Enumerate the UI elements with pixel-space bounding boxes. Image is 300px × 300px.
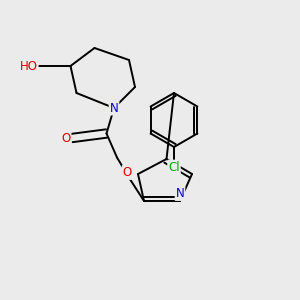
- Text: HO: HO: [20, 59, 38, 73]
- Text: N: N: [110, 101, 118, 115]
- Text: O: O: [123, 166, 132, 179]
- Text: Cl: Cl: [168, 160, 180, 174]
- Text: O: O: [61, 131, 70, 145]
- Text: N: N: [176, 187, 184, 200]
